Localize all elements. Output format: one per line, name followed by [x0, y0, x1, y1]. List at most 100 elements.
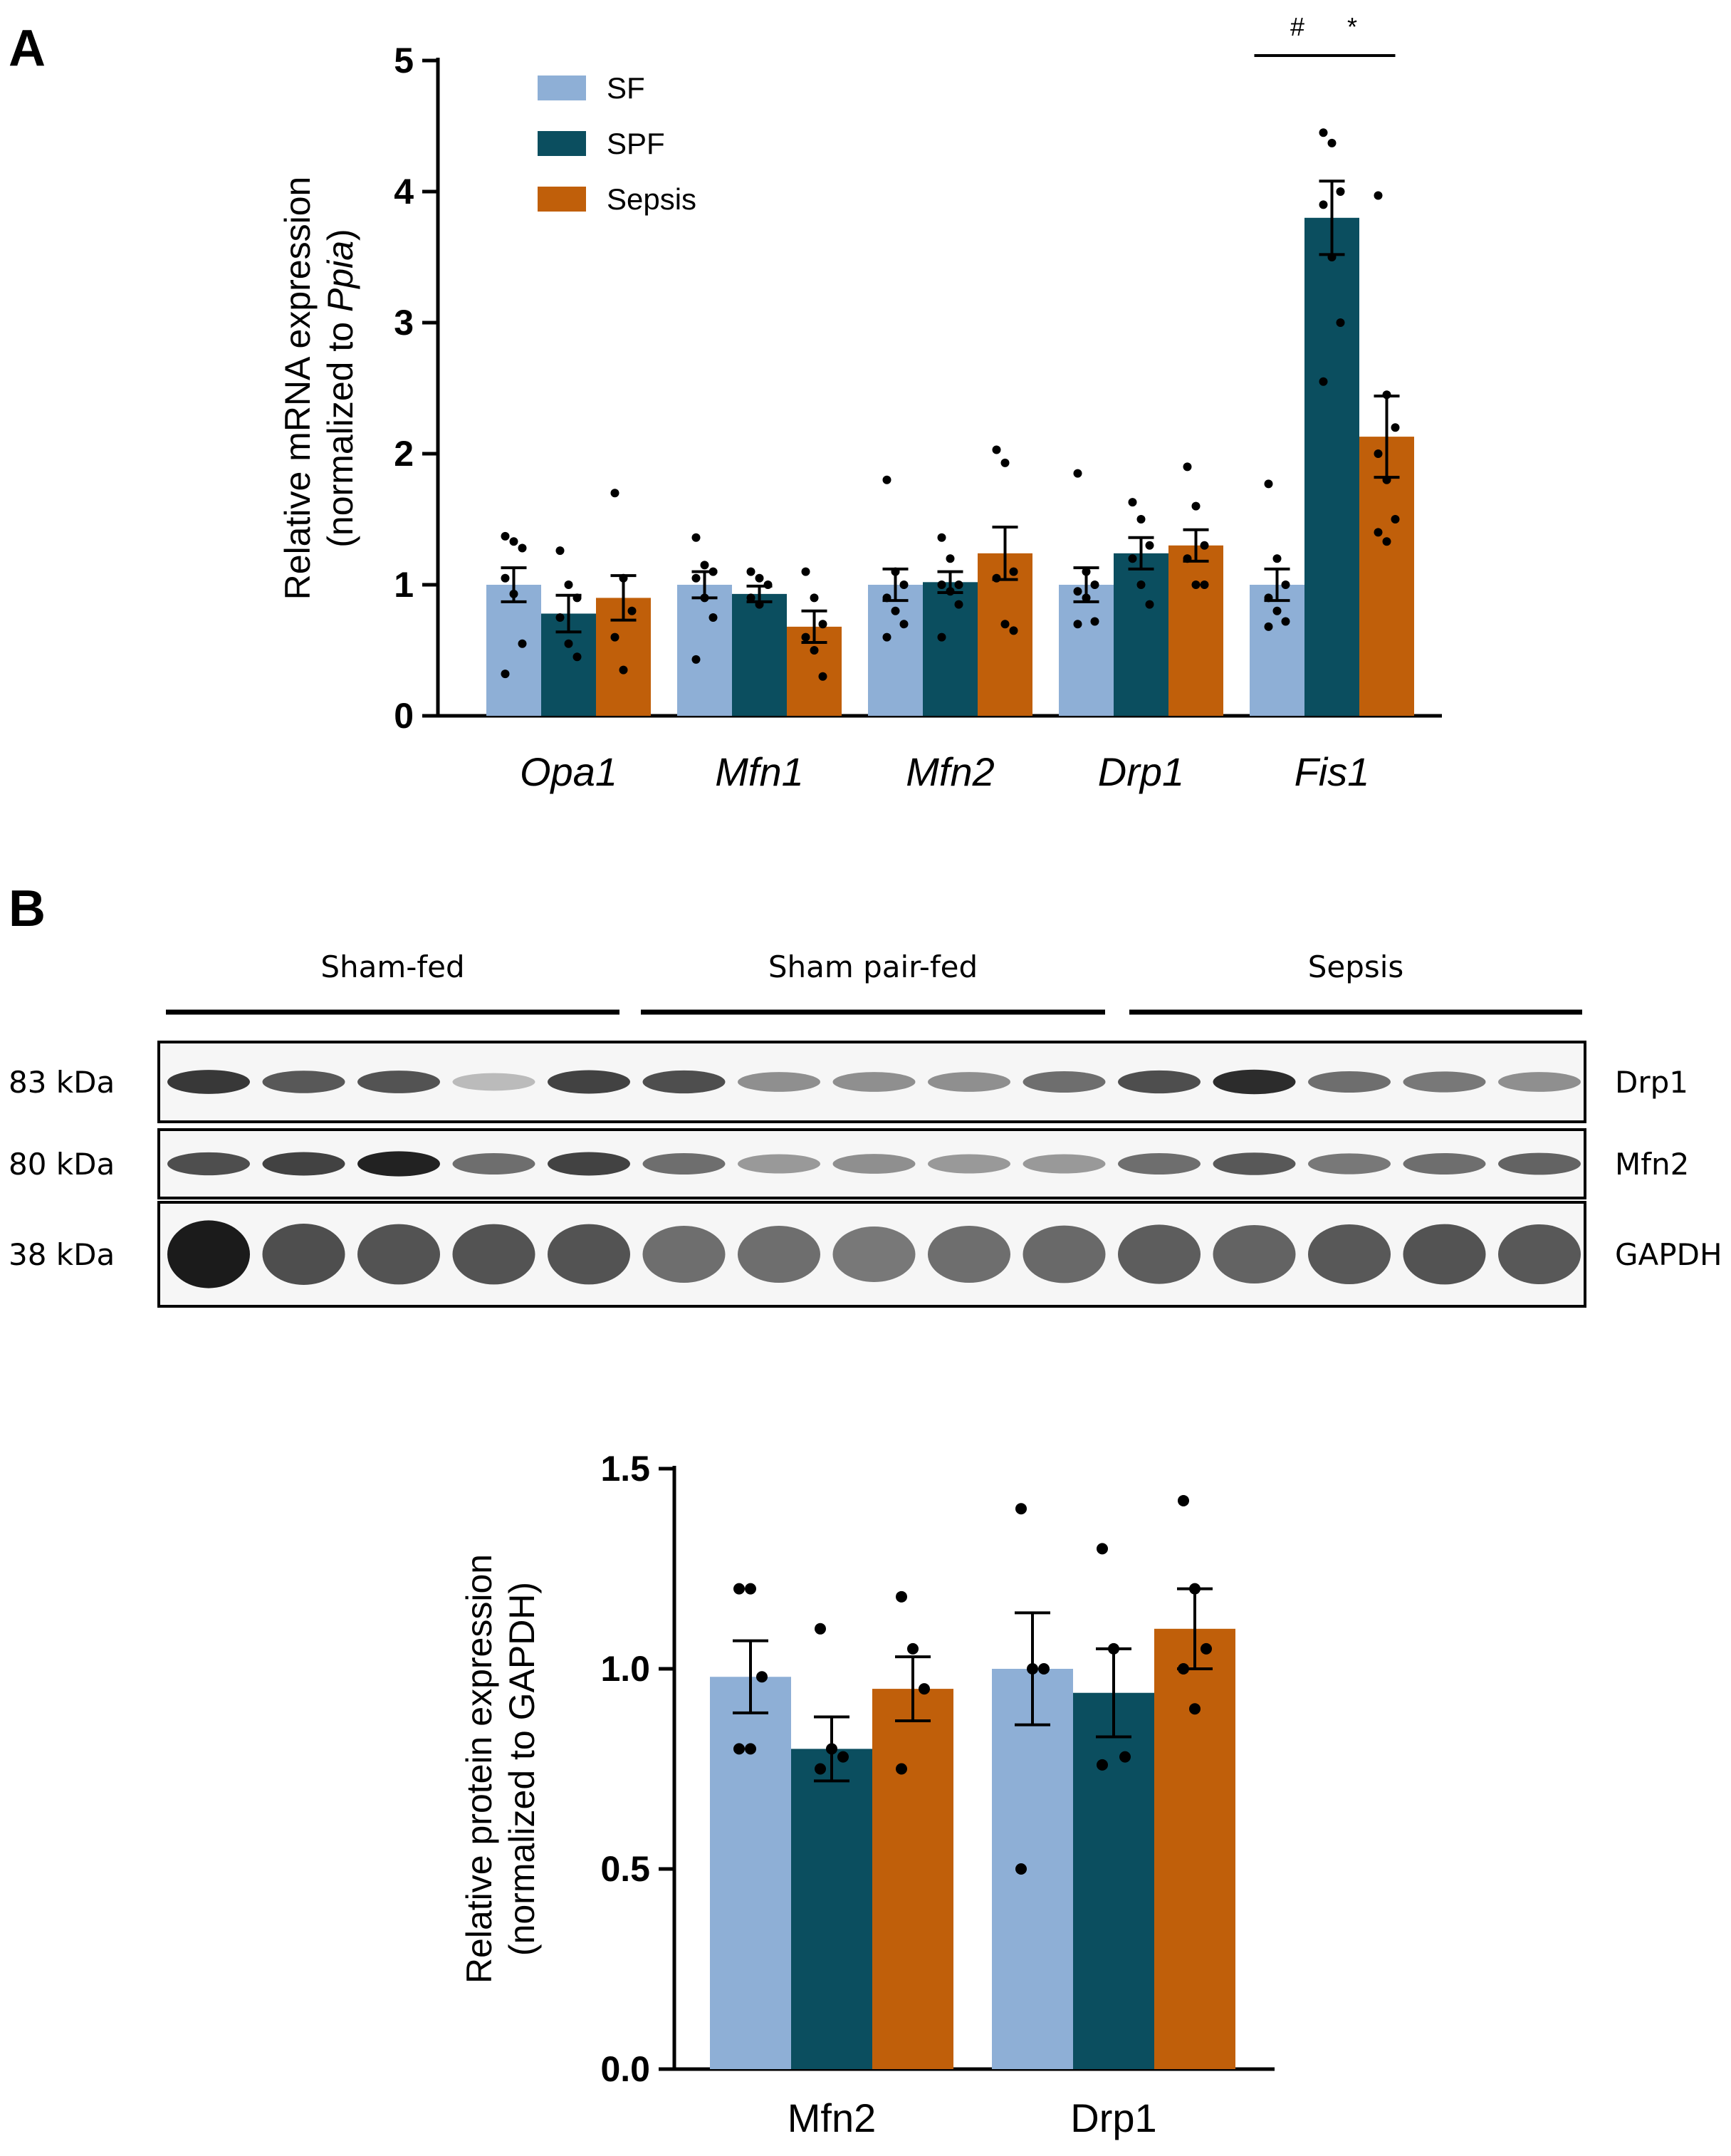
data-point: [1009, 626, 1018, 635]
data-point: [700, 561, 709, 570]
y-tick-label: 1.0: [600, 1649, 650, 1689]
blot-band: [738, 1226, 820, 1283]
data-point: [899, 580, 909, 589]
data-point: [691, 655, 701, 664]
blot-band: [1498, 1152, 1581, 1175]
legend-label-spf: SPF: [607, 127, 665, 160]
data-point: [501, 531, 510, 541]
data-point: [627, 606, 637, 615]
data-point: [745, 1743, 756, 1755]
bar-spf-fis1: [1304, 217, 1359, 716]
data-point: [1281, 580, 1290, 589]
data-point: [555, 613, 565, 622]
blot-band: [357, 1071, 440, 1093]
data-point: [1264, 622, 1273, 631]
blot-band: [357, 1151, 440, 1177]
blot-band: [1213, 1069, 1296, 1095]
category-label: Opa1: [520, 749, 617, 794]
data-point: [946, 587, 955, 596]
panel-label-a: A: [9, 20, 46, 77]
data-point: [810, 646, 819, 655]
data-point: [564, 580, 573, 589]
y-axis-label: Relative protein expression(normalized t…: [459, 1554, 542, 1984]
data-point: [1391, 423, 1400, 432]
kda-label: 38 kDa: [9, 1237, 115, 1272]
data-point: [896, 1590, 907, 1603]
data-point: [937, 533, 946, 542]
panel-label-b: B: [9, 880, 46, 937]
data-point: [1264, 479, 1273, 489]
data-point: [1097, 1543, 1108, 1555]
bar-sf-drp1: [992, 1669, 1073, 2069]
data-point: [619, 665, 628, 675]
blot-band: [452, 1073, 535, 1091]
y-axis-label-line2: (normalized to GAPDH): [502, 1582, 542, 1956]
data-point: [691, 533, 701, 542]
data-point: [746, 593, 755, 603]
data-point: [1090, 580, 1099, 589]
data-point: [1264, 593, 1273, 603]
bar-sf-mfn2: [710, 1677, 791, 2069]
data-point: [1189, 1703, 1201, 1715]
data-point: [1327, 253, 1337, 261]
blot-band: [1118, 1224, 1201, 1284]
data-point: [518, 639, 527, 648]
legend-label-sepsis: Sepsis: [607, 182, 696, 216]
blot-band: [1308, 1153, 1391, 1175]
data-point: [1145, 600, 1154, 609]
data-point: [708, 567, 718, 576]
data-point: [1382, 475, 1391, 484]
data-point: [1009, 567, 1018, 576]
data-point: [1272, 554, 1282, 563]
y-tick-label: 0.5: [600, 1849, 650, 1889]
blot-band: [1308, 1071, 1391, 1093]
data-point: [1038, 1663, 1050, 1675]
bar-sepsis-drp1: [1168, 545, 1223, 716]
y-tick-label: 1: [394, 565, 414, 605]
blot-band: [357, 1224, 440, 1285]
blot-band: [738, 1154, 820, 1174]
data-point: [801, 567, 810, 576]
significance-label: #: [1290, 12, 1304, 41]
blot-band: [832, 1072, 916, 1092]
bar-sf-drp1: [1059, 585, 1114, 716]
blot-band: [1023, 1225, 1106, 1283]
data-point: [1000, 620, 1010, 629]
data-point: [896, 1763, 907, 1775]
category-label: Mfn1: [715, 749, 804, 794]
blot-band: [548, 1224, 630, 1285]
data-point: [1183, 554, 1192, 563]
legend-a: SF SPF Sepsis: [538, 71, 696, 216]
data-point: [501, 670, 510, 679]
bar-sf-mfn1: [677, 585, 732, 716]
bar-spf-mfn2: [923, 582, 978, 716]
data-point: [564, 639, 573, 648]
data-point: [810, 593, 819, 603]
blot-band: [452, 1153, 535, 1175]
blot-band: [928, 1226, 1010, 1283]
data-point: [1136, 515, 1146, 524]
data-point: [1178, 1494, 1189, 1506]
data-point: [756, 1671, 768, 1683]
data-point: [572, 593, 582, 603]
data-point: [518, 543, 527, 553]
data-point: [733, 1583, 745, 1595]
category-label: Drp1: [1098, 749, 1184, 794]
data-point: [1090, 617, 1099, 626]
data-point: [1201, 1642, 1212, 1655]
category-label: Fis1: [1295, 749, 1370, 794]
data-point: [1183, 462, 1192, 472]
data-point: [572, 652, 582, 662]
blot-band: [1498, 1224, 1581, 1284]
data-point: [1319, 200, 1328, 209]
data-point: [509, 537, 518, 546]
blot-band: [1403, 1071, 1486, 1093]
legend-swatch-sf: [538, 75, 586, 100]
blot-band: [1498, 1072, 1581, 1092]
data-point: [1128, 554, 1137, 563]
y-tick-label: 2: [394, 434, 414, 474]
data-point: [1191, 580, 1201, 589]
y-axis-label-line2-prefix: (normalized to: [320, 312, 360, 548]
data-point: [1319, 377, 1328, 386]
y-axis-label: Relative mRNA expression(normalized to P…: [278, 177, 360, 600]
